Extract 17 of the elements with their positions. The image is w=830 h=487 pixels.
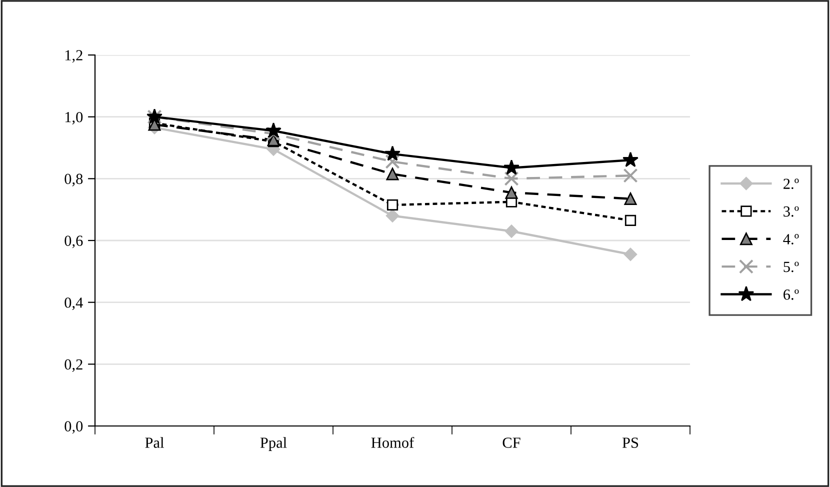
legend-label: 3.º: [784, 206, 799, 217]
legend-label: 5.º: [784, 262, 799, 272]
y-tick-label: 1,0: [65, 112, 83, 124]
legend-label: 2.º: [784, 178, 799, 190]
x-tick-label: CF: [502, 438, 520, 448]
legend-label: 6.º: [784, 289, 799, 300]
y-tick-label: 0,0: [64, 421, 83, 434]
x-tick-label: Pal: [145, 437, 164, 448]
y-tick-label: 0,2: [64, 359, 82, 372]
y-tick-label: 0,6: [64, 236, 83, 248]
x-tick-label: Ppal: [260, 437, 287, 451]
y-tick-label: 0,4: [64, 297, 83, 310]
x-tick-label: PS: [622, 438, 638, 448]
y-tick-label: 0,8: [64, 174, 83, 186]
legend-label: 4.º: [783, 234, 799, 244]
x-tick-label: Homof: [371, 436, 414, 448]
y-tick-label: 1,2: [65, 50, 82, 63]
